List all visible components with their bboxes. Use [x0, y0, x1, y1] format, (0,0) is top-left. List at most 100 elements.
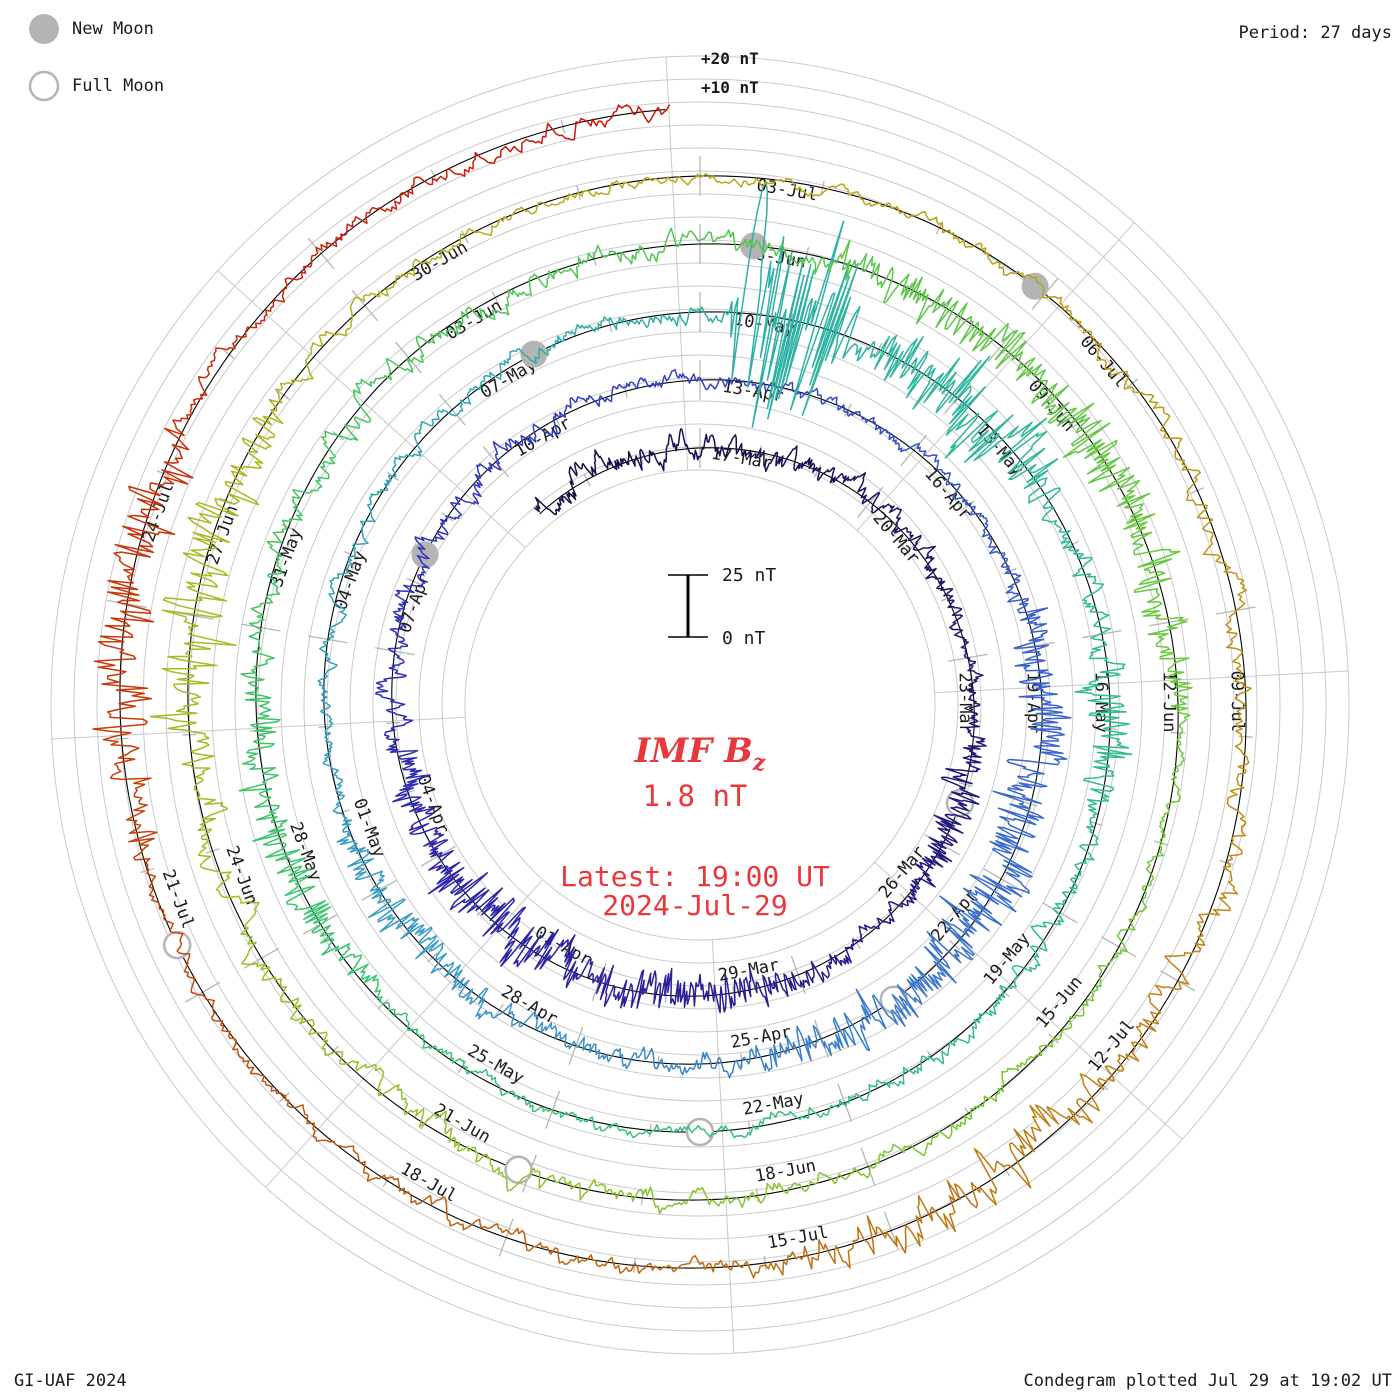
bz-trace-segment: [352, 1145, 418, 1205]
bz-trace-segment: [649, 967, 692, 1009]
bz-trace-segment: [540, 1022, 595, 1053]
bz-trace-segment: [665, 173, 745, 188]
bz-trace-segment: [372, 978, 416, 1032]
bz-trace-segment: [562, 946, 607, 995]
bz-trace-segment: [430, 306, 496, 344]
bz-trace-segment: [427, 847, 465, 895]
grid-circle: [50, 55, 1350, 1355]
bz-trace-segment: [522, 1095, 585, 1123]
bz-trace-segment: [1046, 989, 1097, 1048]
bz-trace-segment: [610, 377, 659, 398]
bz-trace-segment: [796, 1012, 856, 1062]
bz-trace-segment: [465, 1066, 525, 1101]
latest-time-label: Latest: 19:00 UT: [560, 860, 830, 893]
date-label: 21-Jun: [431, 1100, 494, 1148]
bz-trace-segment: [244, 684, 281, 754]
bz-trace-segment: [319, 622, 339, 679]
date-label: 25-Apr: [729, 1022, 793, 1053]
bz-trace-segment: [897, 209, 970, 249]
bz-trace-segment: [444, 212, 515, 253]
bz-trace-segment: [1095, 340, 1155, 403]
full-moon-label: Full Moon: [72, 76, 164, 96]
bz-trace-segment: [747, 220, 845, 428]
bz-trace-segment: [1083, 727, 1133, 792]
bz-trace-segment: [250, 555, 283, 621]
bz-trace-segment: [1159, 648, 1193, 721]
bz-trace-segment: [657, 368, 707, 391]
grid-radial: [874, 861, 1183, 1140]
full-moon-icon: [28, 70, 60, 102]
bz-trace-segment: [378, 248, 446, 297]
bz-trace-segment: [320, 931, 378, 984]
bz-trace-segment: [989, 826, 1033, 894]
bz-trace-segment: [193, 770, 229, 849]
bz-trace-segment: [963, 655, 984, 697]
bz-trace-segment: [912, 545, 943, 580]
bz-trace-segment: [284, 874, 332, 937]
bz-trace-segment: [392, 762, 431, 808]
date-labels: 17-Mar20-Mar23-Mar26-Mar29-Mar01-Apr04-A…: [139, 175, 1247, 1253]
bz-trace-segment: [474, 122, 561, 164]
bz-trace-segment: [973, 1126, 1042, 1206]
bz-trace-segment: [299, 430, 338, 494]
bz-trace-segment: [1171, 718, 1187, 793]
bz-trace-segment: [1013, 629, 1053, 684]
bz-trace-segment: [183, 956, 231, 1033]
bz-trace-segment: [268, 342, 324, 409]
bz-trace-segment: [927, 813, 964, 863]
date-label: 31-May: [267, 526, 306, 591]
bz-trace-segment: [1089, 608, 1126, 668]
bz-trace-segment: [367, 464, 397, 519]
bz-trace: [92, 104, 1252, 1279]
plus20-label: +20 nT: [701, 49, 759, 68]
bz-trace-segment: [815, 944, 854, 983]
bz-trace-segment: [948, 614, 970, 657]
date-label: 04-May: [331, 548, 370, 613]
bz-trace-segment: [444, 1123, 504, 1178]
bz-trace-segment: [161, 618, 237, 698]
bz-trace-segment: [789, 445, 826, 482]
date-label: 18-Jul: [397, 1159, 460, 1207]
bz-trace-segment: [1194, 866, 1239, 947]
bz-trace-segment: [891, 1050, 949, 1087]
bz-trace-segment: [599, 964, 652, 1009]
full-moon-marker: [504, 1155, 533, 1185]
grid-circle: [280, 285, 1120, 1125]
bz-trace-segment: [635, 433, 675, 472]
bz-trace-segment: [910, 850, 949, 891]
bz-trace-segment: [564, 395, 613, 412]
bz-trace-segment: [197, 847, 260, 911]
bz-trace-segment: [482, 897, 535, 967]
bz-trace-segment: [92, 711, 152, 798]
bz-trace-segment: [934, 1095, 998, 1140]
bz-trace-segment: [107, 542, 155, 627]
bz-trace-segment: [945, 735, 987, 777]
bz-trace-segment: [240, 908, 283, 981]
bz-trace-segment: [886, 888, 918, 925]
bz-trace-segment: [869, 1136, 936, 1173]
bz-trace-segment: [322, 732, 344, 789]
bz-trace-segment: [1072, 549, 1105, 611]
bz-trace-segment: [374, 674, 408, 721]
bz-trace-segment: [576, 1254, 662, 1274]
bz-trace-segment: [317, 677, 334, 735]
bz-trace-segment: [530, 323, 582, 364]
bz-trace-segment: [450, 964, 491, 1020]
bz-trace-segment: [93, 624, 153, 713]
grid-circle: [188, 193, 1212, 1217]
bz-trace-segment: [414, 924, 455, 978]
bz-trace-segment: [866, 334, 929, 390]
bz-trace-segment: [994, 331, 1069, 407]
bz-trace-segment: [558, 104, 646, 141]
new-moon-marker: [1021, 272, 1049, 300]
date-label: 09-Jul: [1227, 670, 1247, 732]
date-label: 18-Jun: [754, 1156, 818, 1187]
bz-trace-segment: [690, 973, 736, 1014]
bz-trace-segment: [859, 487, 900, 514]
bz-trace-segment: [318, 291, 381, 347]
bz-trace-segment: [695, 181, 769, 380]
bz-trace-segment: [568, 454, 597, 501]
bz-trace-segment: [659, 1254, 746, 1273]
new-moon-icon: [29, 14, 59, 44]
